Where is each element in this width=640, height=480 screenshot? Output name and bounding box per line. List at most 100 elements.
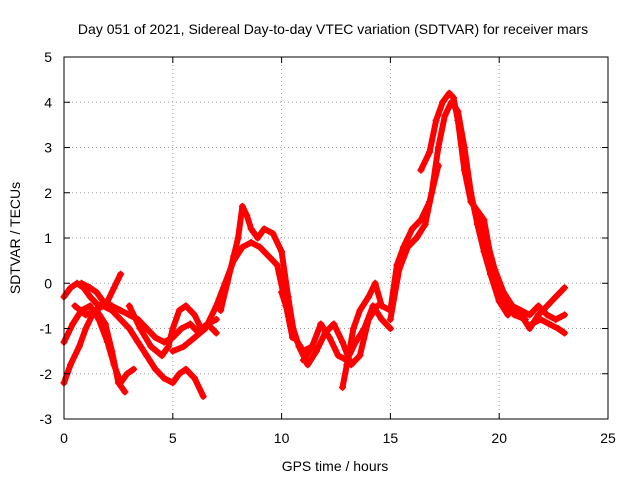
data-point (480, 248, 488, 256)
data-point (386, 325, 394, 332)
data-point (158, 352, 166, 360)
data-point (560, 284, 568, 292)
data-point (356, 352, 364, 360)
data-point (421, 220, 429, 228)
data-point (432, 116, 440, 124)
data-point (223, 279, 231, 287)
data-point (552, 315, 560, 323)
data-point (517, 311, 525, 319)
data-point (178, 325, 186, 332)
series-pass-15 (508, 284, 568, 332)
data-point (473, 207, 481, 215)
series-pass-8 (217, 202, 316, 355)
data-point (238, 202, 246, 210)
data-point (491, 266, 499, 274)
data-point (160, 374, 168, 382)
data-point (175, 306, 183, 314)
data-point (86, 284, 94, 292)
chart-title: Day 051 of 2021, Sidereal Day-to-day VTE… (78, 21, 588, 37)
data-point (528, 320, 536, 328)
data-point (169, 347, 177, 355)
data-point (339, 338, 347, 346)
data-point (330, 320, 338, 328)
data-point (365, 293, 373, 301)
data-point (395, 266, 403, 274)
data-point (369, 302, 377, 310)
series-line-pass-11 (339, 162, 442, 391)
x-tick-label: 0 (60, 430, 68, 446)
data-point (164, 343, 172, 351)
data-point (101, 320, 109, 328)
data-point (186, 320, 194, 328)
data-point (378, 315, 386, 323)
x-axis-label: GPS time / hours (282, 458, 389, 474)
data-point (256, 243, 264, 251)
data-point (93, 306, 101, 314)
y-tick-label: 4 (44, 94, 52, 110)
series-pass-16 (528, 315, 568, 337)
data-point (182, 365, 190, 373)
series-pass-4 (71, 302, 129, 396)
data-point (495, 297, 503, 305)
series-line-pass-8 (217, 203, 316, 355)
series-pass-11 (339, 162, 442, 391)
data-point (95, 302, 103, 310)
data-point (117, 270, 125, 278)
data-point (325, 334, 333, 342)
series-line-pass-12 (387, 99, 511, 323)
data-point (238, 243, 246, 251)
axis-ticks (63, 56, 609, 420)
data-point (508, 302, 516, 310)
series-pass-6 (125, 302, 220, 360)
data-point (317, 320, 325, 328)
data-point (526, 325, 534, 332)
data-point (450, 94, 458, 102)
y-tick-label: 3 (44, 140, 52, 156)
data-point (312, 347, 320, 355)
data-point (191, 334, 199, 342)
data-point (182, 302, 190, 310)
data-point (234, 234, 242, 242)
data-point (439, 98, 447, 106)
data-point (467, 198, 475, 206)
data-point (199, 392, 207, 400)
x-tick-label: 5 (169, 430, 177, 446)
data-point (286, 315, 294, 323)
data-point (82, 311, 90, 319)
data-point (136, 325, 144, 332)
data-point (212, 329, 220, 337)
data-point (75, 343, 83, 351)
data-point (278, 248, 286, 256)
data-point (434, 144, 442, 151)
data-point (110, 284, 118, 292)
y-tick-label: -1 (40, 321, 53, 337)
data-point (243, 211, 251, 219)
data-point (254, 234, 262, 242)
data-point (117, 306, 125, 314)
data-point (378, 302, 386, 310)
data-point (273, 261, 281, 269)
x-tick-label: 25 (600, 430, 616, 446)
data-point (169, 325, 177, 332)
data-point (510, 311, 518, 319)
series-line-pass-13 (417, 90, 529, 323)
data-point (417, 166, 425, 174)
data-point (560, 311, 568, 319)
data-point (230, 252, 238, 260)
data-point (99, 297, 107, 305)
data-point (482, 234, 490, 242)
data-point (334, 352, 342, 360)
y-tick-label: -2 (40, 366, 53, 382)
data-point (125, 325, 133, 332)
data-point (500, 288, 508, 296)
data-point (537, 315, 545, 323)
data-point (191, 311, 199, 319)
data-point (504, 311, 512, 319)
data-point (134, 338, 142, 346)
series-line-pass-2 (61, 302, 137, 386)
series-group (60, 89, 568, 400)
data-point (356, 306, 364, 314)
y-axis-label: SDTVAR / TECUs (7, 182, 23, 294)
data-point (151, 365, 159, 373)
